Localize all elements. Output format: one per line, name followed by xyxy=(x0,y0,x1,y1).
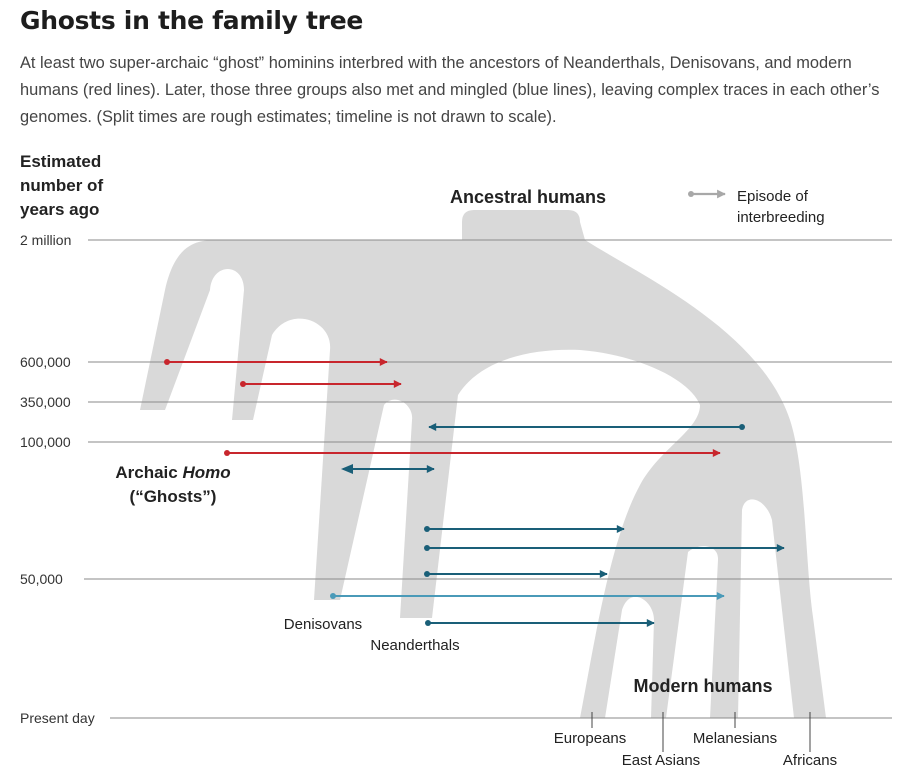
tick-present-day: Present day xyxy=(20,710,95,726)
tick-350000: 350,000 xyxy=(20,394,71,410)
axis-title-line-2: number of xyxy=(20,176,103,195)
ghost-arrow-2 xyxy=(240,380,402,388)
tree-shapes xyxy=(140,210,826,718)
label-africans: Africans xyxy=(783,752,837,769)
neanderthal-arrow-2 xyxy=(424,544,785,552)
legend-text-line-2: interbreeding xyxy=(737,209,825,226)
neanderthal-arrow-1 xyxy=(424,525,625,533)
denisovan-neanderthal-arrow xyxy=(341,464,435,474)
label-archaic-homo: Archaic Homo xyxy=(115,463,230,482)
headline: Ghosts in the family tree xyxy=(20,6,364,35)
tick-2-million: 2 million xyxy=(20,232,71,248)
label-denisovans: Denisovans xyxy=(284,616,362,633)
population-labels: Europeans East Asians Melanesians Africa… xyxy=(554,712,837,769)
label-melanesians: Melanesians xyxy=(693,730,777,747)
y-axis: Estimated number of years ago 2 million … xyxy=(20,152,103,726)
legend-text-line-1: Episode of xyxy=(737,188,809,205)
gridlines xyxy=(84,239,892,719)
modern-to-neanderthal-arrow xyxy=(428,423,745,431)
tick-100000: 100,000 xyxy=(20,434,71,450)
denisovan-arrow xyxy=(330,592,725,600)
legend: Episode of interbreeding xyxy=(688,188,825,226)
ghost-arrow-1 xyxy=(164,358,388,366)
axis-title-line-3: years ago xyxy=(20,200,99,219)
label-east-asians: East Asians xyxy=(622,752,700,769)
label-ancestral-humans: Ancestral humans xyxy=(450,187,606,207)
legend-dot xyxy=(688,191,694,197)
tick-50000: 50,000 xyxy=(20,571,63,587)
ghost-arrow-3 xyxy=(224,449,721,457)
group-labels: Ancestral humans Archaic Homo (“Ghosts”)… xyxy=(115,187,772,696)
ancestral-trunk xyxy=(140,210,826,718)
axis-title-line-1: Estimated xyxy=(20,152,101,171)
interbreeding-arrows xyxy=(164,358,785,627)
intro-text: At least two super-archaic “ghost” homin… xyxy=(20,54,880,126)
neanderthal-arrow-3 xyxy=(424,570,608,578)
label-neanderthals: Neanderthals xyxy=(370,637,459,654)
neanderthal-arrow-4 xyxy=(425,619,655,627)
label-modern-humans: Modern humans xyxy=(633,676,772,696)
tick-600000: 600,000 xyxy=(20,354,71,370)
label-europeans: Europeans xyxy=(554,730,627,747)
label-ghosts: (“Ghosts”) xyxy=(130,487,217,506)
